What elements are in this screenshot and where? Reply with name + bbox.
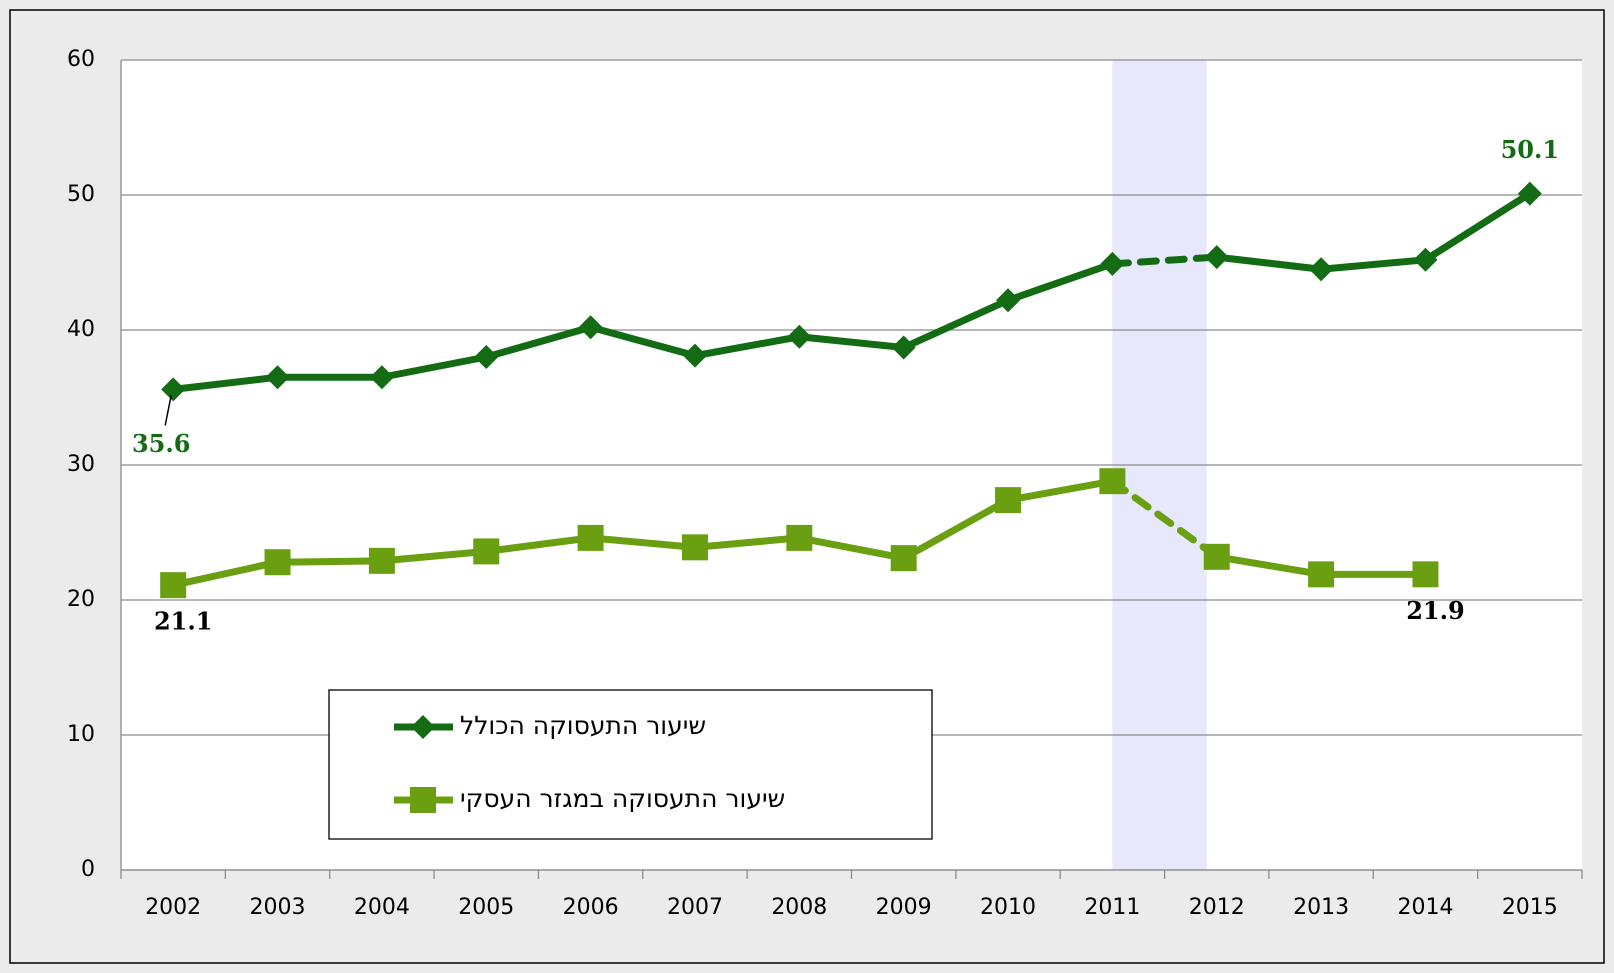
x-tick-label: 2010 bbox=[980, 895, 1036, 920]
diamond-marker bbox=[411, 715, 435, 739]
square-marker bbox=[1412, 561, 1439, 588]
diamond-marker bbox=[578, 315, 603, 340]
line-segment bbox=[1213, 253, 1325, 273]
line-segment bbox=[169, 373, 282, 393]
line-segment bbox=[482, 534, 595, 555]
diamond-marker bbox=[891, 335, 916, 360]
line-segment bbox=[1421, 190, 1534, 264]
line-segment bbox=[1108, 253, 1221, 268]
data-label: 21.9 bbox=[1406, 596, 1464, 625]
square-marker bbox=[264, 549, 291, 576]
square-marker bbox=[160, 572, 187, 599]
square-marker bbox=[473, 538, 500, 565]
data-label: 21.1 bbox=[154, 607, 212, 636]
x-tick-label: 2002 bbox=[145, 895, 201, 920]
line-segment bbox=[691, 534, 803, 551]
line-segment bbox=[587, 323, 699, 360]
line-segment bbox=[378, 353, 490, 381]
x-tick-label: 2003 bbox=[250, 895, 306, 920]
line-segment bbox=[1317, 256, 1429, 273]
y-tick-label: 0 bbox=[81, 857, 95, 882]
y-tick-label: 10 bbox=[67, 722, 95, 747]
legend-box bbox=[328, 689, 933, 840]
line-segment bbox=[587, 534, 699, 551]
y-tick-label: 20 bbox=[67, 587, 95, 612]
y-tick-label: 60 bbox=[67, 47, 95, 72]
x-tick-label: 2004 bbox=[354, 895, 410, 920]
y-tick-label: 50 bbox=[67, 182, 95, 207]
diamond-marker bbox=[265, 365, 290, 390]
diamond-marker bbox=[1100, 251, 1125, 276]
x-tick-label: 2009 bbox=[876, 895, 932, 920]
line-segment bbox=[900, 296, 1012, 352]
line-segment bbox=[795, 333, 908, 352]
data-label: 35.6 bbox=[132, 429, 190, 458]
diamond-marker bbox=[369, 365, 394, 390]
square-marker bbox=[786, 524, 813, 551]
x-tick-label: 2015 bbox=[1502, 895, 1558, 920]
line-segment bbox=[1004, 260, 1116, 304]
line-segment bbox=[482, 323, 595, 361]
x-tick-label: 2013 bbox=[1293, 895, 1349, 920]
data-label: 50.1 bbox=[1501, 135, 1559, 164]
x-tick-label: 2011 bbox=[1084, 895, 1140, 920]
square-marker bbox=[1308, 561, 1335, 588]
square-marker bbox=[577, 524, 604, 551]
x-tick-label: 2008 bbox=[771, 895, 827, 920]
line-segment bbox=[900, 496, 1012, 562]
x-tick-label: 2014 bbox=[1397, 895, 1453, 920]
line-segment bbox=[1108, 477, 1221, 561]
line-segment bbox=[1004, 477, 1116, 504]
x-tick-label: 2012 bbox=[1189, 895, 1245, 920]
diamond-marker bbox=[787, 324, 812, 349]
legend: שיעור התעסוקה הכולל שיעור התעסוקה במגזר ה… bbox=[328, 689, 933, 840]
diamond-marker bbox=[1517, 181, 1542, 206]
x-tick-label: 2005 bbox=[458, 895, 514, 920]
diamond-marker bbox=[996, 288, 1021, 313]
diamond-marker bbox=[682, 343, 707, 368]
line-segment bbox=[691, 333, 803, 360]
x-tick-label: 2006 bbox=[563, 895, 619, 920]
y-tick-label: 40 bbox=[67, 317, 95, 342]
line-segment bbox=[378, 547, 490, 565]
diamond-marker bbox=[1309, 257, 1334, 282]
line-segment bbox=[1213, 553, 1325, 578]
line-segment bbox=[274, 557, 386, 566]
line-segment bbox=[795, 534, 908, 562]
legend-label: שיעור התעסוקה הכולל bbox=[460, 711, 706, 740]
leader-line bbox=[164, 395, 172, 426]
square-marker bbox=[681, 534, 708, 561]
line-segment bbox=[169, 558, 282, 589]
square-marker bbox=[368, 547, 395, 574]
diamond-marker bbox=[161, 377, 186, 402]
square-marker bbox=[1099, 468, 1126, 495]
square-marker bbox=[1203, 543, 1230, 570]
y-tick-label: 30 bbox=[67, 452, 95, 477]
legend-label: שיעור התעסוקה במגזר העסקי bbox=[460, 784, 785, 813]
diamond-marker bbox=[1204, 245, 1229, 270]
x-tick-label: 2007 bbox=[667, 895, 723, 920]
diamond-marker bbox=[474, 345, 499, 369]
diamond-marker bbox=[1413, 247, 1438, 272]
square-marker bbox=[890, 545, 917, 572]
square-marker bbox=[410, 787, 436, 813]
square-marker bbox=[995, 487, 1022, 514]
